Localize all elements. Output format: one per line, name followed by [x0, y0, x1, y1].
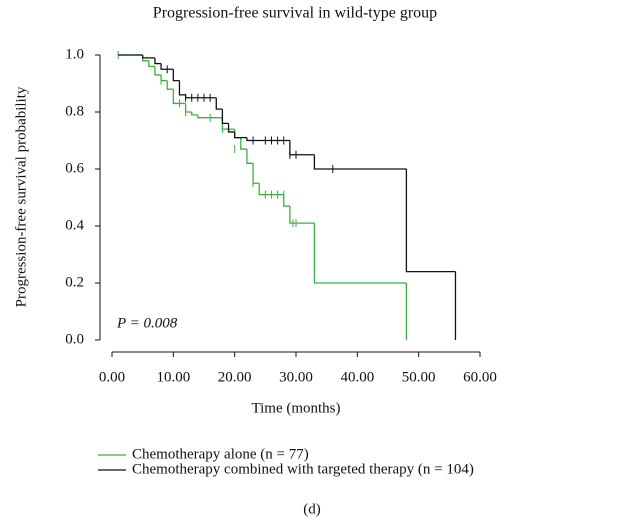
- survival-step: [160, 74, 168, 82]
- survival-step: [234, 129, 241, 139]
- legend-label: Chemotherapy combined with targeted ther…: [132, 461, 474, 477]
- x-tick-label: 30.00: [279, 369, 313, 385]
- survival-step: [240, 137, 247, 150]
- survival-step: [166, 80, 174, 90]
- chart-title: Progression-free survival in wild-type g…: [153, 5, 437, 22]
- survival-step: [160, 63, 174, 70]
- x-tick-label: 0.00: [99, 369, 125, 385]
- survival-step: [172, 69, 180, 82]
- y-tick-label: 0.2: [65, 274, 84, 290]
- x-axis-label: Time (months): [251, 400, 340, 416]
- survival-step: [172, 89, 186, 105]
- survival-step: [184, 103, 192, 113]
- survival-step: [178, 80, 186, 96]
- x-tick-label: 50.00: [402, 369, 436, 385]
- survival-step: [246, 149, 254, 164]
- survival-step: [289, 206, 315, 224]
- x-tick-label: 10.00: [156, 369, 190, 385]
- y-tick-label: 1.0: [65, 46, 84, 62]
- survival-step: [221, 109, 229, 125]
- survival-step: [154, 57, 162, 65]
- survival-step: [191, 112, 198, 116]
- y-tick-label: 0.0: [65, 331, 84, 347]
- survival-step: [313, 154, 407, 170]
- y-tick-label: 0.6: [65, 160, 84, 176]
- survival-step: [227, 123, 235, 133]
- survival-step: [283, 194, 290, 207]
- caption: (d): [303, 501, 321, 517]
- survival-step: [313, 223, 407, 284]
- y-tick-label: 0.4: [65, 217, 84, 233]
- survival-step: [215, 97, 223, 110]
- survival-step: [405, 169, 456, 273]
- legend-label: Chemotherapy alone (n = 77): [132, 446, 309, 462]
- x-tick-label: 40.00: [340, 369, 374, 385]
- x-tick-label: 60.00: [463, 369, 497, 385]
- survival-step: [142, 55, 155, 59]
- survival-step: [258, 183, 284, 196]
- survival-step: [252, 163, 260, 184]
- y-tick-label: 0.8: [65, 103, 84, 119]
- survival-step: [148, 60, 155, 68]
- survival-step: [184, 94, 217, 99]
- survival-step: [289, 140, 315, 156]
- survival-step: [197, 114, 223, 119]
- survival-step: [246, 137, 290, 142]
- survival-step: [154, 66, 162, 76]
- x-tick-label: 20.00: [218, 369, 252, 385]
- p-value: P = 0.008: [116, 315, 178, 331]
- y-axis-label: Progression-free survival probability: [13, 86, 29, 307]
- survival-step: [234, 131, 247, 139]
